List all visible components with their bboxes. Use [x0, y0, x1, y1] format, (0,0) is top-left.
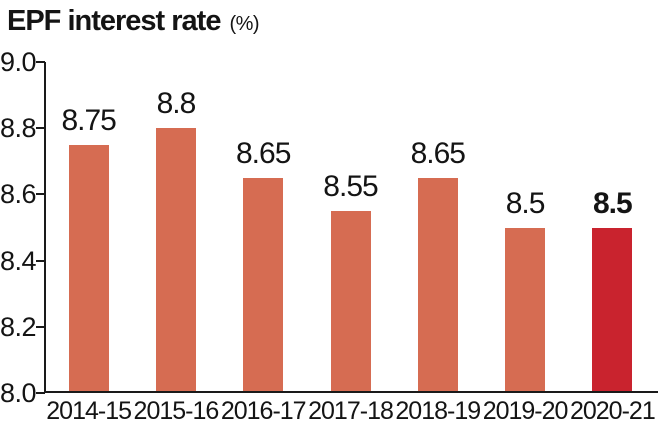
y-tick-mark	[36, 193, 45, 196]
y-tick-label: 9.0	[0, 47, 37, 77]
x-tick-label: 2014-15	[46, 397, 132, 425]
bar	[592, 227, 633, 393]
x-axis-line	[44, 391, 658, 393]
chart-title-text: EPF interest rate	[7, 5, 221, 37]
bar-value-label: 8.75	[61, 103, 116, 137]
x-tick-label: 2017-18	[308, 397, 394, 425]
y-tick-label: 8.6	[0, 179, 37, 210]
y-tick-mark	[36, 325, 45, 328]
y-tick-mark	[36, 61, 45, 63]
y-axis-line	[44, 62, 46, 393]
bar-value-label: 8.65	[236, 136, 291, 170]
y-tick-label: 8.4	[0, 245, 37, 276]
bar	[505, 227, 546, 393]
x-tick-label: 2015-16	[133, 397, 220, 425]
y-tick-label: 8.2	[0, 311, 37, 342]
bar-value-label: 8.8	[156, 87, 197, 121]
bar	[155, 128, 196, 393]
bar-value-label: 8.5	[505, 186, 546, 220]
bar	[68, 144, 109, 393]
bar	[243, 177, 284, 393]
bar	[330, 210, 371, 393]
chart-title: EPF interest rate (%)	[7, 5, 260, 38]
x-tick-label: 2018-19	[395, 397, 481, 425]
bar-value-label: 8.5	[592, 186, 633, 220]
y-tick-label: 8.0	[0, 378, 37, 408]
x-tick-label: 2019-20	[482, 397, 569, 425]
bar-value-label: 8.55	[323, 169, 378, 203]
x-tick-label: 2020-21	[569, 397, 656, 425]
y-tick-label: 8.8	[0, 113, 37, 144]
bar-value-label: 8.65	[410, 136, 466, 170]
y-tick-mark	[36, 392, 45, 394]
y-tick-mark	[36, 259, 45, 262]
y-tick-mark	[36, 127, 45, 130]
chart-title-unit: (%)	[229, 13, 260, 35]
x-tick-label: 2016-17	[220, 397, 307, 425]
bar	[417, 177, 458, 393]
